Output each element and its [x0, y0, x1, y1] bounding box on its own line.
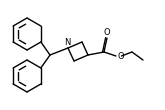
Text: O: O	[117, 51, 124, 61]
Text: N: N	[64, 38, 70, 47]
Text: O: O	[104, 28, 110, 37]
